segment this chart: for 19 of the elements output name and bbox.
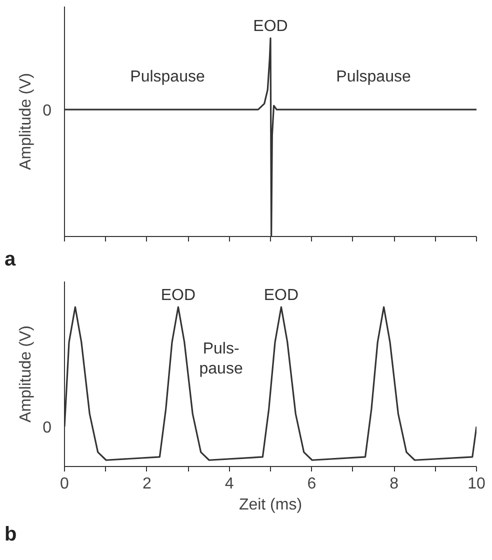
x-tick-label: 8: [390, 476, 399, 492]
x-axis-title: Zeit (ms): [238, 496, 302, 514]
x-tick-label: 0: [60, 476, 70, 492]
x-tick-label: 4: [224, 476, 234, 492]
annotation: 0: [42, 102, 52, 120]
text: b: [4, 524, 17, 546]
annotation: Pulspause: [130, 68, 205, 86]
annotation: EOD: [264, 287, 299, 304]
text: a: [4, 248, 16, 270]
annotation: EOD: [253, 18, 288, 36]
x-tick-label: 6: [307, 476, 316, 492]
y-axis-title: Amplitude (V): [18, 73, 35, 170]
y-axis-title: Amplitude (V): [18, 326, 35, 422]
x-tick-label: 2: [142, 476, 152, 492]
annotation: Pulspause: [336, 68, 411, 86]
annotation: Puls- pause: [199, 340, 243, 378]
annotation: 0: [42, 420, 52, 437]
x-tick-label: 10: [468, 476, 486, 492]
annotation: EOD: [160, 287, 196, 304]
